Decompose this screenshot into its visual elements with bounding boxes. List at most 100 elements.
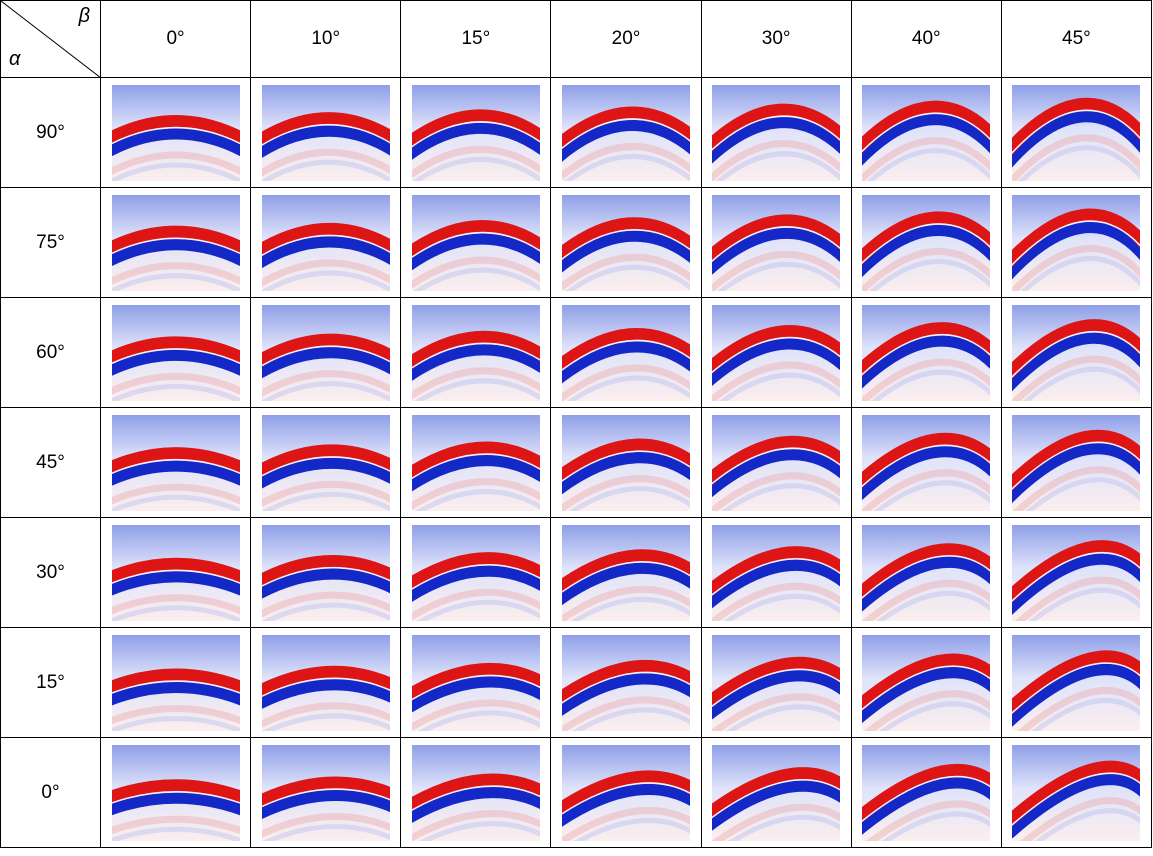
image-cell xyxy=(401,738,551,848)
table-row: 30° xyxy=(1,518,1152,628)
wavefield-image xyxy=(862,305,990,401)
image-cell xyxy=(701,78,851,188)
image-cell xyxy=(1001,408,1151,518)
image-cell xyxy=(401,518,551,628)
image-cell xyxy=(701,628,851,738)
column-header: 30° xyxy=(701,1,851,78)
wavefield-image xyxy=(262,635,390,731)
image-cell xyxy=(701,738,851,848)
wavefield-image xyxy=(712,525,840,621)
wavefield-image xyxy=(112,85,240,181)
table-row: 0° xyxy=(1,738,1152,848)
image-cell xyxy=(1001,188,1151,298)
image-cell xyxy=(251,518,401,628)
wavefield-image xyxy=(712,85,840,181)
wavefield-image xyxy=(412,195,540,291)
wavefield-image xyxy=(1012,745,1140,841)
image-cell xyxy=(101,408,251,518)
column-header: 10° xyxy=(251,1,401,78)
wavefield-image xyxy=(712,305,840,401)
wavefield-image xyxy=(562,85,690,181)
wavefield-image xyxy=(112,415,240,511)
wavefield-image xyxy=(412,305,540,401)
wavefield-image xyxy=(862,85,990,181)
wavefield-image xyxy=(862,525,990,621)
image-cell xyxy=(101,628,251,738)
image-cell xyxy=(851,628,1001,738)
wavefield-image xyxy=(712,195,840,291)
column-header: 40° xyxy=(851,1,1001,78)
wavefield-image xyxy=(1012,305,1140,401)
image-cell xyxy=(851,78,1001,188)
image-cell xyxy=(251,628,401,738)
wavefield-image xyxy=(562,745,690,841)
image-cell xyxy=(1001,78,1151,188)
image-cell xyxy=(401,628,551,738)
image-cell xyxy=(551,298,701,408)
wavefield-image xyxy=(1012,85,1140,181)
wavefield-image xyxy=(112,305,240,401)
row-header: 15° xyxy=(1,628,101,738)
wavefield-image xyxy=(562,415,690,511)
image-cell xyxy=(851,188,1001,298)
row-header: 75° xyxy=(1,188,101,298)
wavefield-image xyxy=(262,745,390,841)
wavefield-image xyxy=(712,415,840,511)
image-cell xyxy=(101,188,251,298)
image-cell xyxy=(701,518,851,628)
image-cell xyxy=(851,298,1001,408)
image-cell xyxy=(1001,628,1151,738)
wavefield-image xyxy=(712,745,840,841)
wavefield-image xyxy=(562,305,690,401)
image-cell xyxy=(851,738,1001,848)
image-cell xyxy=(701,298,851,408)
image-cell xyxy=(101,738,251,848)
table-row: 15° xyxy=(1,628,1152,738)
row-header: 0° xyxy=(1,738,101,848)
image-cell xyxy=(701,408,851,518)
image-cell xyxy=(551,78,701,188)
image-cell xyxy=(401,78,551,188)
wavefield-image xyxy=(1012,635,1140,731)
wavefield-image xyxy=(412,85,540,181)
wavefield-image xyxy=(112,195,240,291)
wavefield-image xyxy=(112,525,240,621)
wavefield-image xyxy=(1012,195,1140,291)
image-cell xyxy=(251,188,401,298)
image-cell xyxy=(551,738,701,848)
wavefield-image xyxy=(862,195,990,291)
image-cell xyxy=(701,188,851,298)
alpha-label: α xyxy=(9,48,20,71)
table-row: 75° xyxy=(1,188,1152,298)
page: β α 0°10°15°20°30°40°45° 90°75°60°45°30°… xyxy=(0,0,1153,856)
row-header: 90° xyxy=(1,78,101,188)
wavefield-image xyxy=(112,745,240,841)
image-cell xyxy=(251,78,401,188)
wavefield-image xyxy=(562,525,690,621)
image-cell xyxy=(401,298,551,408)
wavefield-image xyxy=(412,525,540,621)
wavefield-image xyxy=(412,745,540,841)
wavefield-image xyxy=(712,635,840,731)
image-cell xyxy=(851,408,1001,518)
figure-table: β α 0°10°15°20°30°40°45° 90°75°60°45°30°… xyxy=(0,0,1152,848)
image-cell xyxy=(551,518,701,628)
wavefield-image xyxy=(1012,415,1140,511)
image-cell xyxy=(1001,518,1151,628)
wavefield-image xyxy=(862,745,990,841)
column-header: 45° xyxy=(1001,1,1151,78)
column-header: 20° xyxy=(551,1,701,78)
wavefield-image xyxy=(262,85,390,181)
row-header: 45° xyxy=(1,408,101,518)
beta-label: β xyxy=(79,5,90,28)
wavefield-image xyxy=(412,415,540,511)
wavefield-image xyxy=(562,195,690,291)
image-cell xyxy=(1001,298,1151,408)
table-row: 60° xyxy=(1,298,1152,408)
row-header: 30° xyxy=(1,518,101,628)
image-cell xyxy=(251,738,401,848)
image-cell xyxy=(401,408,551,518)
table-body: 90°75°60°45°30°15°0° xyxy=(1,78,1152,848)
row-header: 60° xyxy=(1,298,101,408)
image-cell xyxy=(551,628,701,738)
